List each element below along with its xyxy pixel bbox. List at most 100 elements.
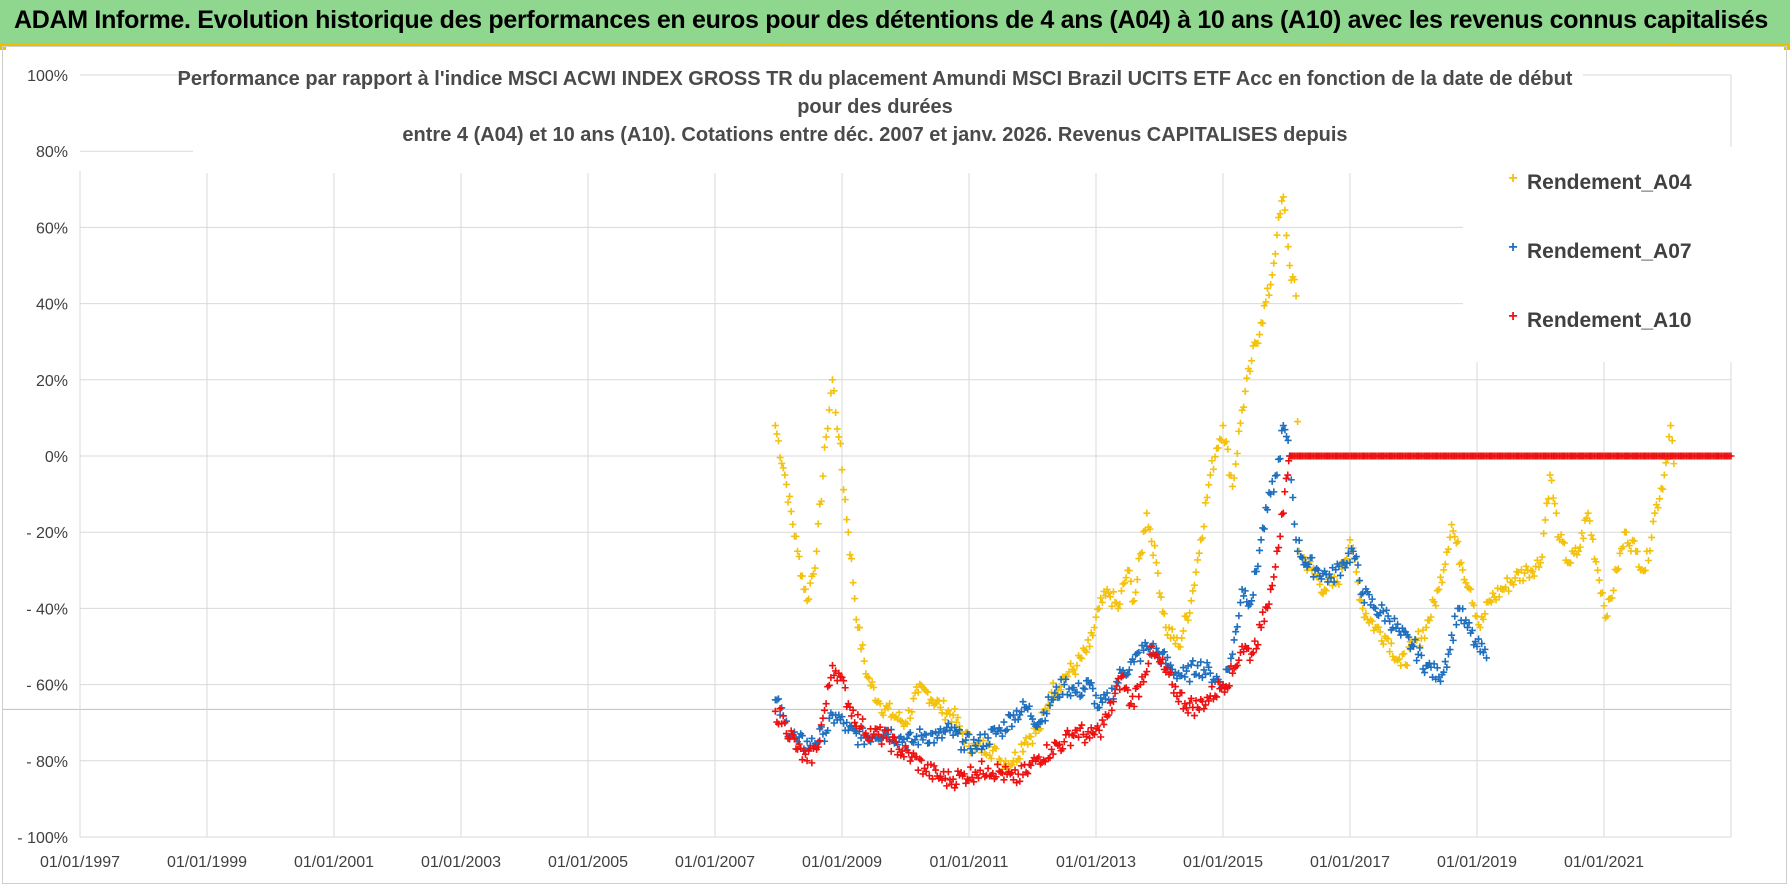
- data-point: [1290, 520, 1298, 528]
- data-point: [1190, 712, 1198, 720]
- data-point: [1433, 587, 1441, 595]
- data-point: [1209, 465, 1217, 473]
- legend-marker-a10: +: [1508, 308, 1517, 325]
- data-point: [1240, 648, 1248, 656]
- data-point: [1140, 678, 1148, 686]
- data-point: [1541, 516, 1549, 524]
- data-point: [944, 720, 952, 728]
- data-point: [1000, 718, 1008, 726]
- data-point: [1273, 231, 1281, 239]
- data-point: [1024, 740, 1032, 748]
- data-point: [1113, 599, 1121, 607]
- data-point: [944, 707, 952, 715]
- data-point: [1148, 537, 1156, 545]
- data-point: [914, 766, 922, 774]
- data-point: [976, 766, 984, 774]
- data-point: [1616, 549, 1624, 557]
- data-point: [1140, 646, 1148, 654]
- data-point: [1240, 403, 1248, 411]
- data-point: [1273, 547, 1281, 555]
- data-point: [898, 747, 906, 755]
- grid: [3, 74, 1732, 838]
- data-point: [925, 772, 933, 780]
- data-point: [1094, 704, 1102, 712]
- data-point: [1082, 648, 1090, 656]
- data-point: [1051, 689, 1059, 697]
- data-point: [1525, 574, 1533, 582]
- data-point: [1200, 705, 1208, 713]
- data-point: [1121, 579, 1129, 587]
- data-point: [916, 725, 924, 733]
- data-point: [840, 677, 848, 685]
- data-point: [1586, 517, 1594, 525]
- data-point: [900, 753, 908, 761]
- data-point: [1190, 581, 1198, 589]
- y-tick-label: 20%: [36, 373, 68, 390]
- data-point: [1375, 623, 1383, 631]
- data-point: [1124, 670, 1132, 678]
- data-point: [1260, 617, 1268, 625]
- data-point: [868, 678, 876, 686]
- data-point: [1208, 457, 1216, 465]
- data-point: [951, 784, 959, 792]
- data-point: [1589, 535, 1597, 543]
- performance-chart: 100% 80% 60% 40% 20% 0% - 20% - 40% - 60% - 80% - …: [3, 61, 1735, 871]
- data-point: [967, 763, 975, 771]
- data-point: [1108, 706, 1116, 714]
- data-point: [813, 547, 821, 555]
- data-point: [1184, 616, 1192, 624]
- data-point: [1225, 682, 1233, 690]
- data-point: [1368, 595, 1376, 603]
- x-tick-label: 01/01/2009: [802, 854, 882, 871]
- data-point: [1648, 533, 1656, 541]
- data-point: [1109, 698, 1117, 706]
- data-point: [1140, 528, 1148, 536]
- data-point: [1233, 661, 1241, 669]
- x-tick-label: 01/01/2021: [1564, 854, 1644, 871]
- data-point: [1003, 726, 1011, 734]
- data-point: [1208, 683, 1216, 691]
- data-point: [1419, 665, 1427, 673]
- data-point: [1441, 560, 1449, 568]
- data-point: [1594, 566, 1602, 574]
- data-point: [1232, 663, 1240, 671]
- data-point: [1043, 710, 1051, 718]
- data-point: [1654, 504, 1662, 512]
- data-point: [1097, 594, 1105, 602]
- data-point: [798, 572, 806, 580]
- data-point: [1470, 601, 1478, 609]
- data-point: [981, 730, 989, 738]
- data-point: [1416, 644, 1424, 652]
- data-point: [1446, 646, 1454, 654]
- data-point: [1576, 543, 1584, 551]
- data-point: [909, 695, 917, 703]
- data-point: [1221, 688, 1229, 696]
- data-point: [1060, 738, 1068, 746]
- legend-marker-a07: +: [1508, 239, 1517, 256]
- data-point: [1379, 640, 1387, 648]
- data-point: [900, 735, 908, 743]
- data-point: [1595, 576, 1603, 584]
- data-point: [1459, 566, 1467, 574]
- data-point: [1248, 597, 1256, 605]
- data-point: [1292, 292, 1300, 300]
- data-point: [817, 721, 825, 729]
- data-point: [848, 555, 856, 563]
- data-point: [965, 730, 973, 738]
- data-point: [1343, 559, 1351, 567]
- data-point: [1081, 685, 1089, 693]
- data-point: [1587, 531, 1595, 539]
- data-point: [1390, 615, 1398, 623]
- data-point: [1346, 536, 1354, 544]
- data-point: [1283, 433, 1290, 441]
- x-axis-ticks: 01/01/1997 01/01/1999 01/01/2001 01/01/2003…: [40, 854, 1644, 871]
- data-point: [886, 738, 894, 746]
- data-point: [984, 734, 992, 742]
- data-point: [1613, 566, 1621, 574]
- data-point: [1268, 582, 1276, 590]
- data-point: [838, 713, 846, 721]
- data-point: [1016, 755, 1024, 763]
- data-point: [1246, 367, 1254, 375]
- data-point: [789, 731, 797, 739]
- data-point: [1103, 585, 1111, 593]
